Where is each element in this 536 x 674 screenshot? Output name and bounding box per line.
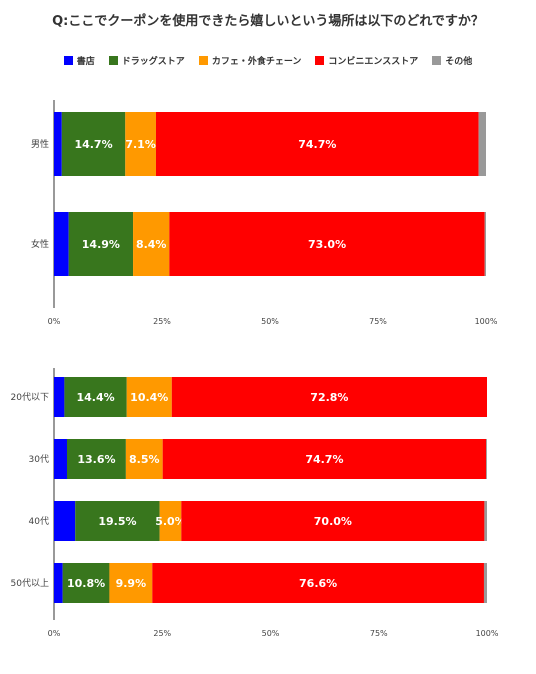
bar-segment (484, 501, 487, 541)
legend-label: 書店 (76, 57, 95, 67)
bar-segment (61, 112, 126, 176)
legend-item-drugstore: ドラッグストア (108, 54, 185, 67)
bar-segment (54, 563, 63, 603)
bar-segment (484, 212, 486, 276)
data-label: 7.1% (125, 138, 156, 151)
bar-segment (75, 501, 160, 541)
data-label: 10.4% (130, 391, 168, 404)
bar-segment (483, 563, 487, 603)
legend-label: カフェ・外食チェーン (211, 57, 302, 67)
bar-segment (125, 439, 163, 479)
bar-segment (54, 112, 62, 176)
data-label: 8.5% (129, 453, 160, 466)
data-label: 76.6% (299, 577, 337, 590)
legend-swatch (315, 56, 325, 65)
x-tick-label: 50% (262, 629, 280, 638)
data-label: 8.4% (136, 238, 167, 251)
legend-label: ドラッグストア (121, 57, 185, 67)
category-label: 30代 (29, 454, 49, 465)
x-tick-label: 100% (475, 317, 498, 326)
legend-item-other: その他 (432, 54, 472, 67)
bar-segment (125, 112, 156, 176)
bar-segment (68, 212, 134, 276)
x-tick-label: 25% (153, 629, 171, 638)
x-tick-label: 50% (261, 317, 279, 326)
bar-segment (126, 377, 172, 417)
data-label: 5.0% (155, 515, 186, 528)
x-tick-label: 25% (153, 317, 171, 326)
bar-segment (181, 501, 485, 541)
legend-swatch (108, 56, 118, 65)
x-tick-label: 0% (48, 629, 61, 638)
category-label: 40代 (29, 516, 49, 527)
bar-segment (54, 501, 76, 541)
bar-segment (64, 377, 127, 417)
data-label: 14.9% (82, 238, 120, 251)
legend-label: その他 (445, 57, 473, 67)
bar-segment (152, 563, 484, 603)
legend-swatch (432, 56, 442, 65)
legend-item-convenience-store: コンビニエンスストア (315, 54, 418, 67)
category-label: 男性 (31, 138, 49, 150)
data-label: 14.7% (74, 138, 112, 151)
x-tick-label: 100% (476, 629, 499, 638)
x-tick-label: 75% (370, 629, 388, 638)
bar-segment (486, 439, 487, 479)
data-label: 74.7% (305, 453, 343, 466)
legend-item-bookstore: 書店 (63, 54, 95, 67)
data-label: 73.0% (308, 238, 346, 251)
bar-segment (159, 501, 182, 541)
chart-title: Q:ここでクーポンを使用できたら嬉しいという場所は以下のどれですか？ (52, 14, 484, 29)
category-label: 女性 (31, 238, 49, 250)
data-label: 9.9% (116, 577, 147, 590)
bar-segment (478, 112, 486, 176)
bar-segment (133, 212, 170, 276)
x-tick-label: 75% (369, 317, 387, 326)
bar-segment (162, 439, 487, 479)
bar-segment (54, 212, 69, 276)
bar-segment (62, 563, 110, 603)
data-label: 74.7% (298, 138, 336, 151)
category-label: 50代以上 (11, 578, 49, 589)
bar-segment (169, 212, 485, 276)
legend-label: コンビニエンスストア (328, 57, 419, 67)
legend-item-cafe: カフェ・外食チェーン (198, 54, 302, 67)
bar-segment (54, 439, 67, 479)
x-tick-label: 0% (48, 317, 61, 326)
bar-segment (171, 377, 487, 417)
bar-segment (54, 377, 65, 417)
data-label: 14.4% (76, 391, 114, 404)
legend-swatch (198, 56, 208, 65)
bar-segment (155, 112, 479, 176)
legend-swatch (63, 56, 73, 65)
bar-segment (66, 439, 126, 479)
data-label: 70.0% (314, 515, 352, 528)
bar-segment (109, 563, 153, 603)
data-label: 19.5% (98, 515, 136, 528)
category-label: 20代以下 (11, 392, 49, 403)
data-label: 10.8% (67, 577, 105, 590)
legend: 書店 ドラッグストア カフェ・外食チェーン コンビニエンスストア その他 (0, 54, 536, 67)
data-label: 72.8% (310, 391, 348, 404)
data-label: 13.6% (77, 453, 115, 466)
